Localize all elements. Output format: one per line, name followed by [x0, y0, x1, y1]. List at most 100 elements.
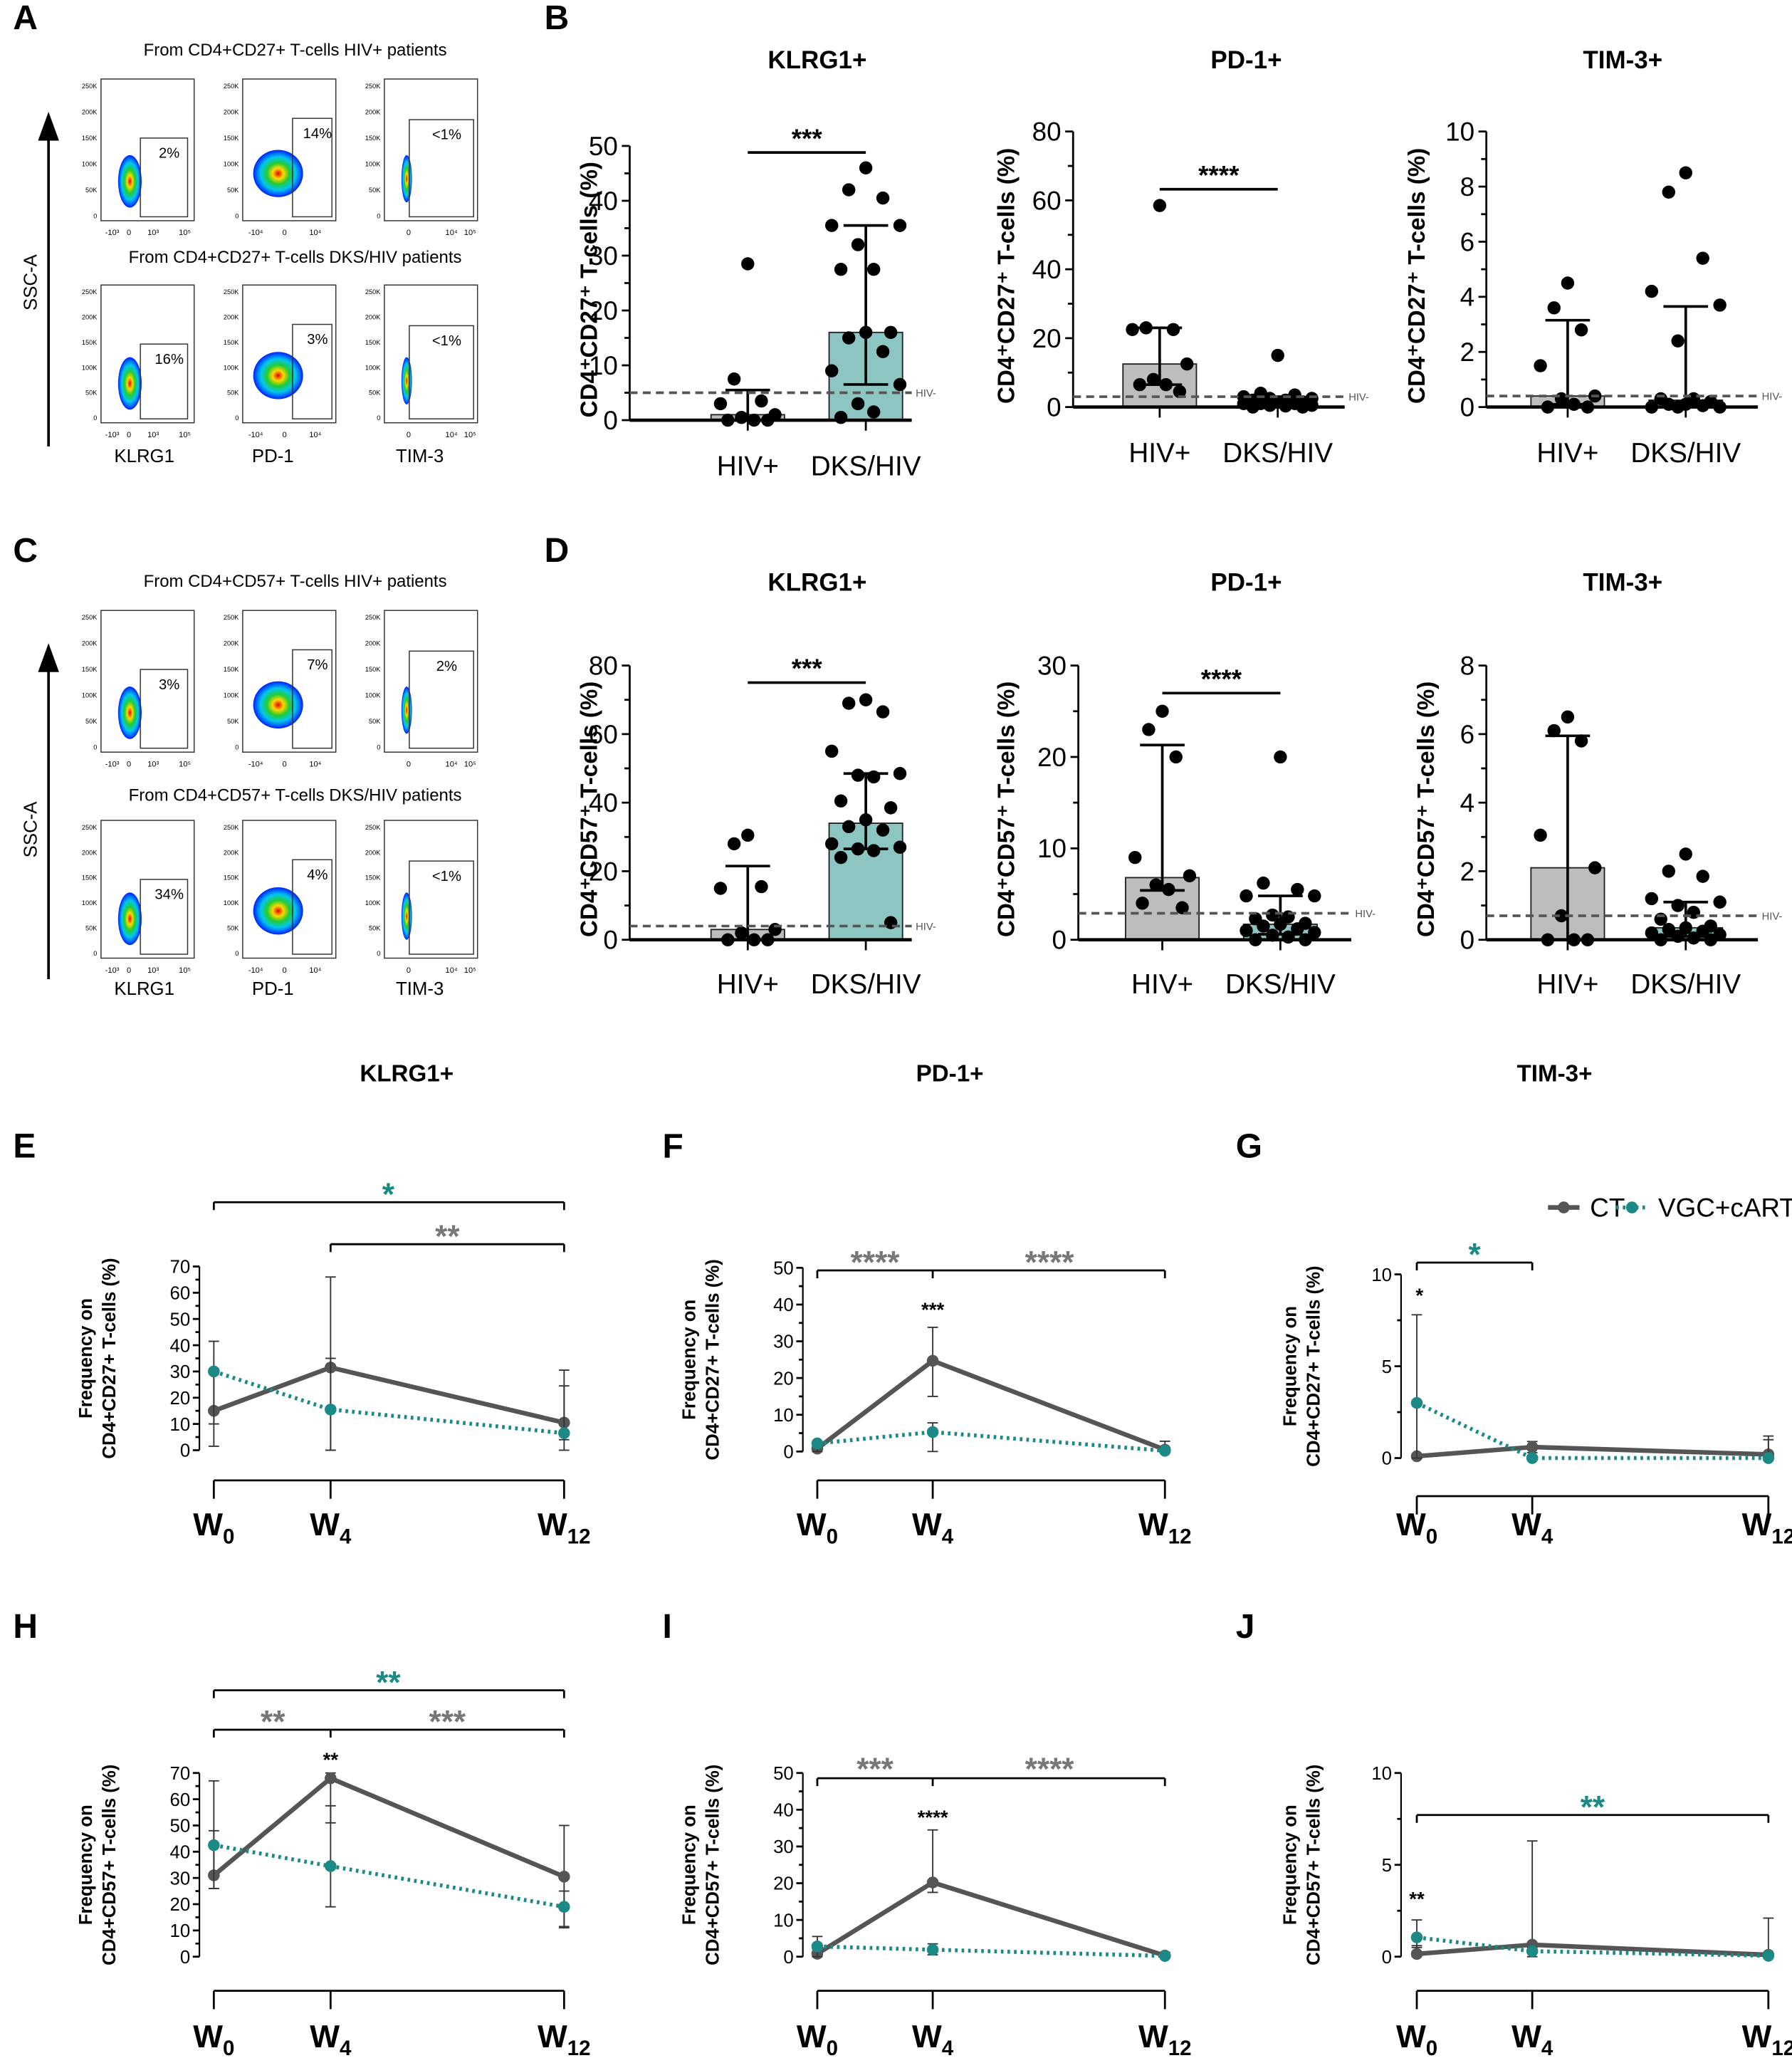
plot-frame	[100, 284, 195, 424]
x-tick-label: 0	[127, 760, 131, 768]
data-point	[1679, 921, 1692, 935]
data-point	[1271, 348, 1284, 362]
y-tick-label: 250K	[365, 288, 381, 296]
y-tick-label: 100K	[82, 364, 98, 371]
chart-title: PD-1+	[1210, 46, 1282, 74]
marker-axis-label: TIM-3	[396, 446, 444, 466]
y-tick-label: 40	[169, 1336, 190, 1356]
y-tick-label: 50	[169, 1817, 190, 1837]
data-point	[1554, 909, 1568, 923]
x-tick-label: -10³	[105, 966, 120, 975]
x-tick-subscript: 12	[567, 1525, 591, 1548]
flow-row-title: From CD4+CD57+ T-cells DKS/HIV patients	[129, 785, 462, 805]
density-blob	[253, 150, 303, 197]
y-tick-label: 8	[1460, 651, 1475, 680]
y-tick-label: 10	[773, 1911, 794, 1931]
reference-line-label: HIV-	[1762, 912, 1783, 923]
y-tick-label: 10	[169, 1415, 190, 1435]
y-tick-label: 60	[1032, 186, 1062, 215]
y-tick-label: 5	[1382, 1357, 1392, 1377]
y-tick-label: 60	[589, 720, 618, 749]
data-point	[1142, 723, 1156, 736]
x-tick-subscript: 0	[1426, 2037, 1437, 2058]
y-tick-label: 50K	[369, 390, 381, 397]
series-point-vgc-cart	[1410, 1396, 1423, 1409]
y-axis-label: Frequency on	[76, 1804, 96, 1925]
data-point	[1662, 185, 1676, 199]
y-tick-label: 0	[1460, 393, 1475, 422]
x-tick-subscript: 12	[1771, 2037, 1792, 2058]
y-tick-label: 250K	[224, 614, 239, 621]
significance-stars: *	[1415, 1284, 1423, 1306]
data-point	[1645, 284, 1659, 298]
y-tick-label: 0	[180, 1441, 190, 1461]
x-tick-label: W12	[1138, 2020, 1192, 2058]
x-tick-base: W	[1138, 2020, 1168, 2054]
x-tick-label: -10⁴	[248, 760, 263, 768]
category-label: DKS/HIV	[1630, 438, 1741, 469]
data-point	[859, 813, 873, 827]
x-tick-subscript: 4	[340, 1525, 352, 1548]
y-tick-label: 30	[169, 1362, 190, 1382]
data-point	[1574, 734, 1588, 748]
y-tick-label: 250K	[224, 288, 239, 296]
y-tick-label: 60	[169, 1790, 190, 1810]
x-tick-label: 10⁵	[464, 760, 476, 768]
data-point	[1126, 323, 1139, 336]
plot-frame	[242, 284, 337, 424]
data-point	[1263, 398, 1277, 412]
y-axis-label: Frequency on	[680, 1804, 700, 1925]
data-point	[1146, 372, 1160, 387]
y-tick-label: 80	[589, 651, 618, 680]
x-tick-label: 10⁴	[446, 760, 458, 768]
y-tick-label: 150K	[365, 666, 381, 673]
gate-rect	[409, 119, 474, 218]
panel-letter: H	[13, 1608, 38, 1646]
data-point	[834, 794, 848, 808]
series-point-vgc-cart	[1410, 1931, 1423, 1943]
gate-rect	[292, 117, 332, 218]
x-tick-label: -10⁴	[248, 229, 263, 237]
series-point-ct	[1526, 1441, 1539, 1453]
gate-percent: 3%	[307, 332, 328, 348]
bar-chart-tim3: TIM-3+ CD4⁺CD27⁺ T-cells (%) 0 2 4 6 8 10 HIV+ DK…	[1404, 46, 1782, 469]
data-point	[1139, 321, 1153, 335]
plot-frame	[242, 610, 337, 753]
gate-rect	[140, 137, 189, 218]
y-tick-label: 50	[773, 1764, 794, 1784]
line-chart-g: G TIM-3+ Frequency on CD4+CD27+ T-cells (%)…	[1236, 1061, 1792, 1549]
data-point	[1291, 882, 1304, 897]
data-point	[741, 257, 755, 271]
category-label: DKS/HIV	[1630, 969, 1741, 1000]
series-point-vgc-cart	[1158, 1950, 1171, 1962]
y-tick-label: 30	[589, 241, 618, 271]
flow-row-title: From CD4+CD27+ T-cells HIV+ patients	[144, 41, 447, 60]
y-tick-label: 70	[169, 1764, 190, 1784]
marker-axis-label: KLRG1	[114, 979, 174, 999]
gate-rect	[409, 650, 474, 749]
chart-title: KLRG1+	[767, 569, 866, 597]
gate-rect	[409, 860, 474, 955]
flow-plot: 3% 250K 200K 150K 100K 50K 0 -10³ 0 10³ 10⁵	[82, 610, 195, 768]
x-tick-label: W0	[797, 2020, 838, 2058]
data-point	[1308, 889, 1321, 903]
y-tick-label: 150K	[82, 666, 98, 673]
data-point	[1274, 750, 1287, 764]
y-axis-label: Frequency on	[1280, 1306, 1300, 1426]
x-tick-base: W	[1511, 2020, 1541, 2054]
data-point	[851, 238, 865, 251]
data-point	[1308, 926, 1321, 939]
y-tick-label: 40	[773, 1801, 794, 1821]
data-point	[1645, 892, 1659, 906]
y-tick-label: 0	[93, 744, 97, 751]
series-point-vgc-cart	[208, 1839, 220, 1851]
data-point	[1153, 199, 1167, 212]
data-point	[1554, 392, 1568, 406]
series-point-vgc-cart	[811, 1437, 824, 1450]
y-tick-label: 10	[773, 1406, 794, 1426]
x-tick-label: 10³	[147, 966, 159, 975]
gate-rect	[140, 343, 189, 419]
y-tick-label: 20	[773, 1369, 794, 1389]
data-point	[735, 926, 748, 940]
y-tick-label: 50K	[227, 924, 239, 931]
